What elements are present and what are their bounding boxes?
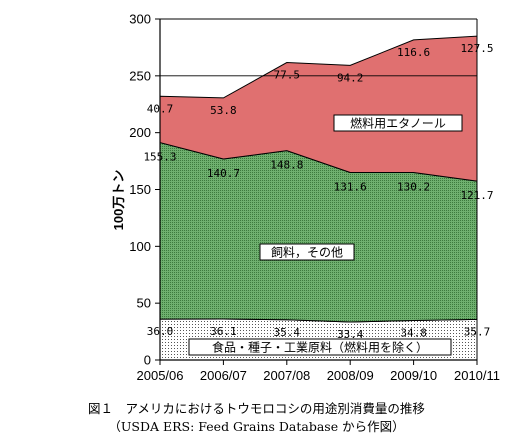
- data-label-feed: 155.3: [143, 151, 176, 164]
- data-label-food: 36.0: [147, 325, 174, 338]
- data-label-feed: 131.6: [334, 180, 367, 193]
- data-label-feed: 140.7: [207, 167, 240, 180]
- area-label-feed-box: [259, 243, 355, 261]
- y-tick-label: 300: [129, 12, 151, 27]
- figure-caption: 図１ アメリカにおけるトウモロコシの用途別消費量の推移: [88, 401, 425, 416]
- data-label-food: 36.1: [210, 325, 237, 338]
- y-axis: 0 50 100 150 200 250 300: [129, 12, 477, 368]
- y-tick-label: 50: [137, 296, 151, 311]
- data-label-feed: 148.8: [270, 159, 303, 172]
- x-tick-label: 2010/11: [454, 368, 500, 383]
- x-axis: 2005/06 2006/07 2007/08 2008/09 2009/10 2010/…: [137, 360, 500, 383]
- area-label-feed: 飼料，その他: [271, 245, 343, 260]
- data-label-food: 34.8: [400, 326, 427, 339]
- data-label-feed: 121.7: [460, 189, 493, 202]
- data-label-food: 33.4: [337, 328, 364, 341]
- y-tick-label: 100: [129, 239, 151, 254]
- y-tick-label: 250: [129, 68, 151, 83]
- x-tick-label: 2005/06: [137, 368, 184, 383]
- area-label-food: 食品・種子・工業原料（燃料用を除く）: [212, 340, 428, 355]
- data-label-food: 35.7: [464, 325, 491, 338]
- area-label-fuel-ethanol-box: [333, 114, 463, 132]
- data-labels: 36.0 36.1 35.4 33.4 34.8 35.7 155.3 140.7 148.8 1…: [143, 42, 493, 341]
- data-label-ethanol: 40.7: [147, 102, 174, 115]
- data-label-ethanol: 127.5: [460, 42, 493, 55]
- y-tick-label: 150: [129, 182, 151, 197]
- x-tick-label: 2008/09: [327, 368, 374, 383]
- data-label-ethanol: 116.6: [397, 46, 430, 59]
- area-label-food-box: [188, 338, 452, 356]
- data-label-ethanol: 53.8: [210, 104, 237, 117]
- data-label-food: 35.4: [274, 326, 301, 339]
- y-tick-label: 0: [144, 353, 151, 368]
- data-label-feed: 130.2: [397, 180, 430, 193]
- area-label-fuel-ethanol: 燃料用エタノール: [350, 116, 446, 131]
- area-layers: [159, 35, 478, 361]
- figure-source: （USDA ERS: Feed Grains Database から作図）: [108, 419, 405, 434]
- x-tick-label: 2006/07: [200, 368, 247, 383]
- y-axis-label: 100万トン: [111, 170, 126, 231]
- x-tick-label: 2007/08: [263, 368, 310, 383]
- data-label-ethanol: 77.5: [274, 69, 301, 82]
- data-label-ethanol: 94.2: [337, 71, 364, 84]
- y-tick-label: 200: [129, 125, 151, 140]
- x-tick-label: 2009/10: [390, 368, 437, 383]
